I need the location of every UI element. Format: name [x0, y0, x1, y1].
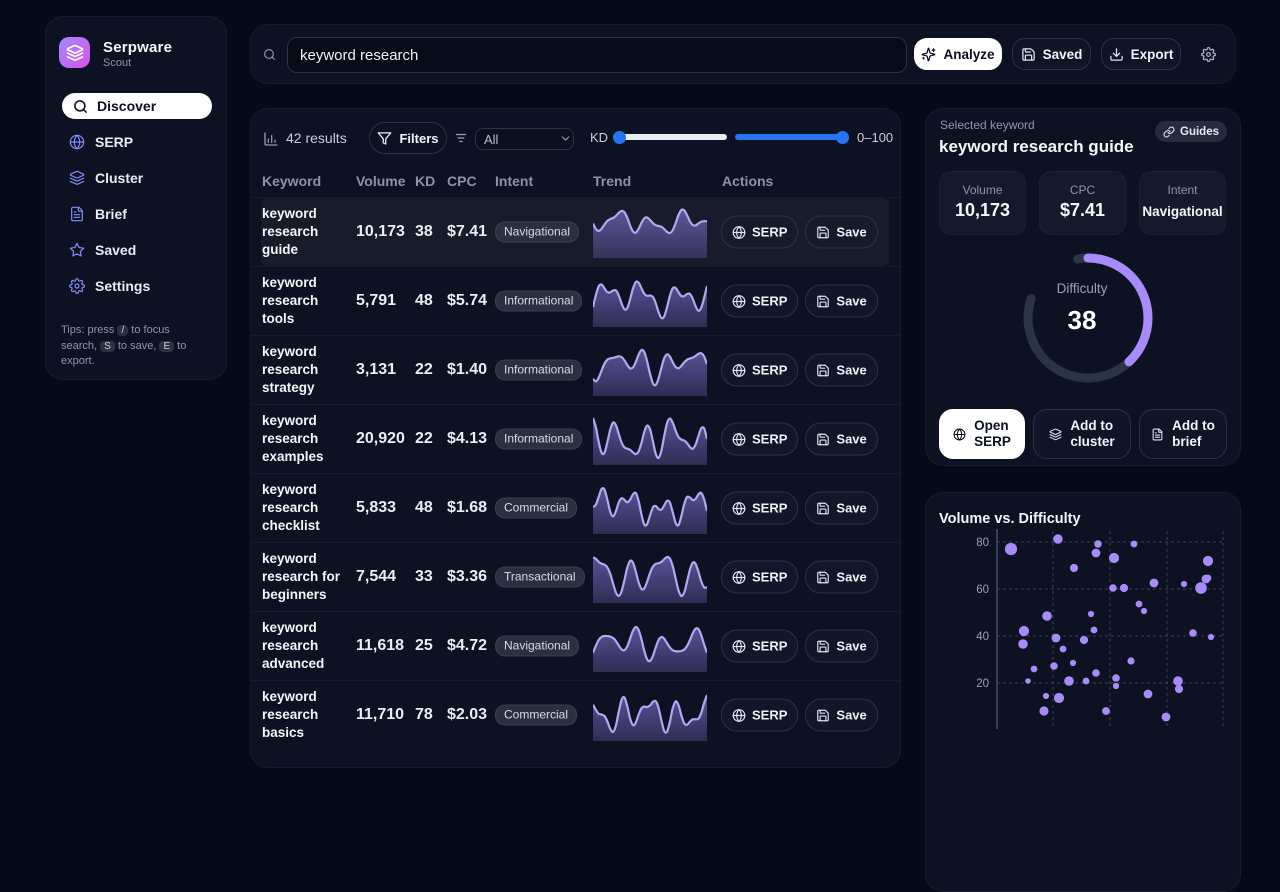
svg-text:60: 60	[976, 584, 989, 596]
svg-text:80: 80	[976, 537, 989, 549]
svg-text:40: 40	[976, 631, 989, 643]
svg-text:20: 20	[976, 678, 989, 690]
